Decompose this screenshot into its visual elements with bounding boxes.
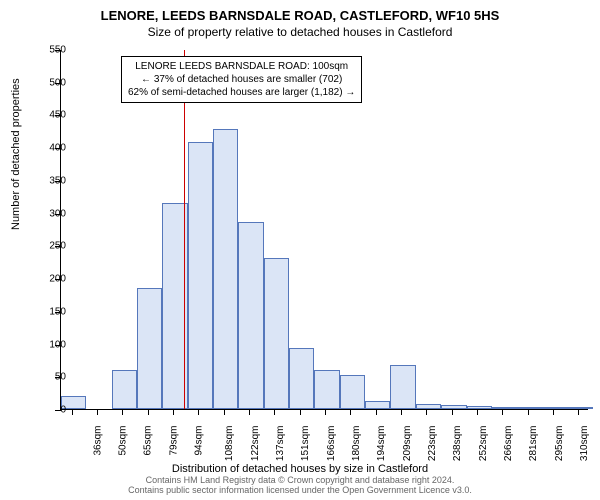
y-tick-label: 200 <box>49 274 66 285</box>
x-tick <box>426 409 427 415</box>
x-tick-label: 65sqm <box>143 426 154 456</box>
histogram-bar <box>264 258 289 409</box>
y-tick-label: 250 <box>49 241 66 252</box>
info-box-line: LENORE LEEDS BARNSDALE ROAD: 100sqm <box>128 60 355 73</box>
x-tick <box>97 409 98 415</box>
histogram-bar <box>365 401 390 409</box>
y-axis-label: Number of detached properties <box>10 78 22 230</box>
x-tick <box>249 409 250 415</box>
histogram-bar <box>517 407 542 409</box>
y-tick-label: 50 <box>55 372 66 383</box>
histogram-bar <box>112 370 137 409</box>
y-tick-label: 450 <box>49 110 66 121</box>
x-tick <box>274 409 275 415</box>
x-tick-label: 209sqm <box>402 426 413 462</box>
y-tick-label: 100 <box>49 339 66 350</box>
x-tick-label: 194sqm <box>376 426 387 462</box>
info-box-line: 62% of semi-detached houses are larger (… <box>128 86 355 99</box>
x-tick <box>122 409 123 415</box>
x-tick <box>325 409 326 415</box>
attribution-line2: Contains public sector information licen… <box>0 486 600 496</box>
y-tick-label: 350 <box>49 175 66 186</box>
x-tick <box>578 409 579 415</box>
x-tick <box>528 409 529 415</box>
x-tick <box>300 409 301 415</box>
plot-area: LENORE LEEDS BARNSDALE ROAD: 100sqm← 37%… <box>60 50 588 410</box>
histogram-bar <box>188 142 213 409</box>
y-tick-label: 400 <box>49 143 66 154</box>
x-tick-label: 295sqm <box>554 426 565 462</box>
histogram-bar <box>314 370 339 409</box>
x-tick-label: 137sqm <box>275 426 286 462</box>
x-tick <box>376 409 377 415</box>
histogram-bar <box>213 129 238 409</box>
x-tick <box>553 409 554 415</box>
histogram-bar <box>238 222 263 409</box>
x-tick-label: 79sqm <box>168 426 179 456</box>
x-tick <box>350 409 351 415</box>
x-tick <box>198 409 199 415</box>
x-tick <box>401 409 402 415</box>
histogram-bar <box>340 375 365 409</box>
x-tick-label: 50sqm <box>117 426 128 456</box>
histogram-bar <box>441 405 466 409</box>
x-tick <box>72 409 73 415</box>
histogram-bar <box>543 407 568 409</box>
x-tick-label: 266sqm <box>503 426 514 462</box>
y-tick-label: 300 <box>49 208 66 219</box>
histogram-bar <box>289 348 314 409</box>
x-tick-label: 108sqm <box>224 426 235 462</box>
y-tick-label: 550 <box>49 45 66 56</box>
x-tick-label: 252sqm <box>478 426 489 462</box>
y-tick-label: 150 <box>49 306 66 317</box>
histogram-bar <box>390 365 415 409</box>
histogram-bar <box>416 404 441 409</box>
x-tick-label: 310sqm <box>579 426 590 462</box>
x-tick-label: 238sqm <box>452 426 463 462</box>
property-marker-line <box>184 50 185 409</box>
x-tick <box>224 409 225 415</box>
chart-title: LENORE, LEEDS BARNSDALE ROAD, CASTLEFORD… <box>0 0 600 23</box>
x-tick-label: 281sqm <box>528 426 539 462</box>
x-tick <box>173 409 174 415</box>
x-tick-label: 223sqm <box>427 426 438 462</box>
x-tick-label: 166sqm <box>326 426 337 462</box>
histogram-bar <box>568 407 593 409</box>
histogram-bar <box>137 288 162 409</box>
x-tick <box>502 409 503 415</box>
x-tick-label: 180sqm <box>351 426 362 462</box>
x-axis-label: Distribution of detached houses by size … <box>0 463 600 475</box>
x-tick-label: 94sqm <box>193 426 204 456</box>
y-tick-label: 0 <box>60 405 66 416</box>
x-tick <box>148 409 149 415</box>
y-tick-label: 500 <box>49 77 66 88</box>
info-box-line: ← 37% of detached houses are smaller (70… <box>128 73 355 86</box>
histogram-bar <box>492 407 517 409</box>
x-tick <box>477 409 478 415</box>
info-box: LENORE LEEDS BARNSDALE ROAD: 100sqm← 37%… <box>121 56 362 103</box>
attribution: Contains HM Land Registry data © Crown c… <box>0 476 600 496</box>
histogram-bar <box>467 406 492 409</box>
x-tick-label: 122sqm <box>250 426 261 462</box>
x-tick-label: 36sqm <box>92 426 103 456</box>
chart-subtitle: Size of property relative to detached ho… <box>0 23 600 39</box>
x-tick-label: 151sqm <box>300 426 311 462</box>
x-tick <box>452 409 453 415</box>
